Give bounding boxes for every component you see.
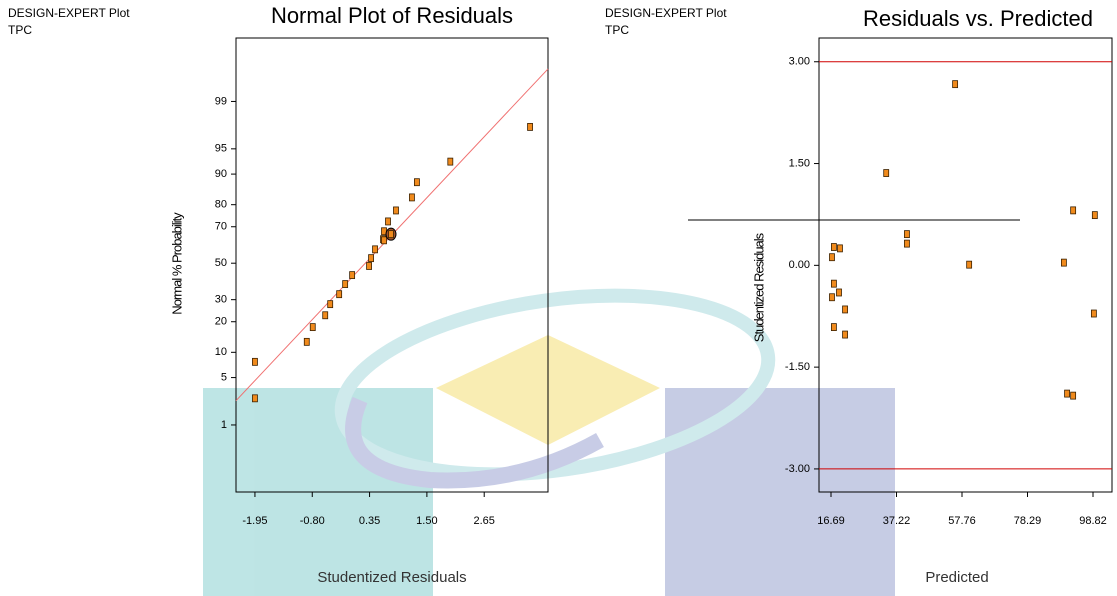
point [1070, 206, 1077, 215]
x-tick-label: 0.35 [359, 515, 380, 527]
point [1091, 211, 1098, 220]
y-axis-label: Studentized Residuals [751, 232, 766, 342]
point [904, 239, 910, 248]
x-tick-label: 16.69 [817, 515, 845, 527]
chart-title: Residuals vs. Predicted [863, 6, 1093, 31]
x-axis-label: Predicted [925, 569, 988, 586]
y-tick-label: 1 [221, 419, 227, 431]
x-tick-label: 2.65 [473, 515, 494, 527]
y-tick-label: 99 [215, 95, 227, 107]
point [1060, 258, 1067, 267]
point [322, 311, 329, 320]
chart: DESIGN-EXPERT Plot TPC Residuals vs. Predi… [605, 6, 1113, 586]
point [1070, 391, 1077, 400]
point [414, 178, 420, 187]
point [829, 293, 835, 302]
point [883, 169, 890, 177]
point [842, 305, 848, 314]
y-tick-label: 70 [215, 221, 227, 233]
point [409, 193, 415, 202]
x-axis-label: Studentized Residuals [317, 569, 466, 586]
point [309, 323, 316, 332]
plot-header: TPC [8, 23, 32, 37]
watermark-ring [334, 288, 776, 482]
point [830, 243, 837, 251]
point [366, 262, 372, 270]
point [447, 157, 454, 166]
point [1064, 389, 1070, 398]
y-tick-label: 1.50 [789, 157, 810, 169]
chart-title: Normal Plot of Residuals [271, 3, 513, 28]
x-tick-label: 57.76 [948, 515, 976, 527]
point [327, 300, 334, 309]
y-axis-label: Normal % Probability [169, 212, 184, 315]
point [1090, 309, 1097, 318]
point [372, 245, 378, 254]
x-tick-label: -0.80 [300, 515, 325, 527]
point [393, 206, 399, 215]
point [349, 271, 356, 280]
point [836, 288, 842, 297]
point [381, 236, 387, 245]
plot-area [235, 37, 549, 493]
point [342, 280, 349, 288]
y-tick-label: 5 [221, 371, 227, 383]
y-tick-label: -3.00 [785, 463, 810, 475]
point [336, 290, 343, 299]
point [252, 357, 258, 366]
point [830, 323, 837, 331]
point [837, 244, 843, 253]
y-tick-label: 30 [215, 294, 227, 306]
point [303, 337, 310, 346]
y-tick-label: 50 [215, 257, 227, 269]
watermark [203, 288, 895, 596]
point [252, 394, 258, 403]
point [388, 230, 394, 239]
plot-header: DESIGN-EXPERT Plot [8, 6, 130, 20]
y-tick-label: 80 [215, 199, 227, 211]
y-tick-label: 90 [215, 168, 227, 180]
plot-header: TPC [605, 23, 629, 37]
point [842, 330, 848, 339]
y-tick-label: -1.50 [785, 361, 810, 373]
chart: DESIGN-EXPERT Plot TPC Normal Plot of Resi… [8, 3, 549, 586]
point [829, 253, 835, 262]
x-tick-label: 37.22 [883, 515, 911, 527]
point [368, 254, 374, 263]
y-tick-label: 20 [215, 316, 227, 328]
y-tick-label: 3.00 [789, 56, 810, 68]
plot-header: DESIGN-EXPERT Plot [605, 6, 727, 20]
x-tick-label: -1.95 [242, 515, 267, 527]
x-tick-label: 1.50 [416, 515, 437, 527]
point [830, 279, 837, 288]
x-tick-label: 78.29 [1014, 515, 1042, 527]
y-tick-label: 0.00 [789, 259, 810, 271]
point [904, 230, 910, 239]
y-tick-label: 95 [215, 143, 227, 155]
point [952, 80, 959, 89]
point [966, 260, 973, 269]
x-tick-label: 98.82 [1079, 515, 1107, 527]
y-tick-label: 10 [215, 346, 227, 358]
point [385, 217, 391, 226]
watermark-swoosh [345, 396, 604, 489]
point [527, 123, 533, 131]
